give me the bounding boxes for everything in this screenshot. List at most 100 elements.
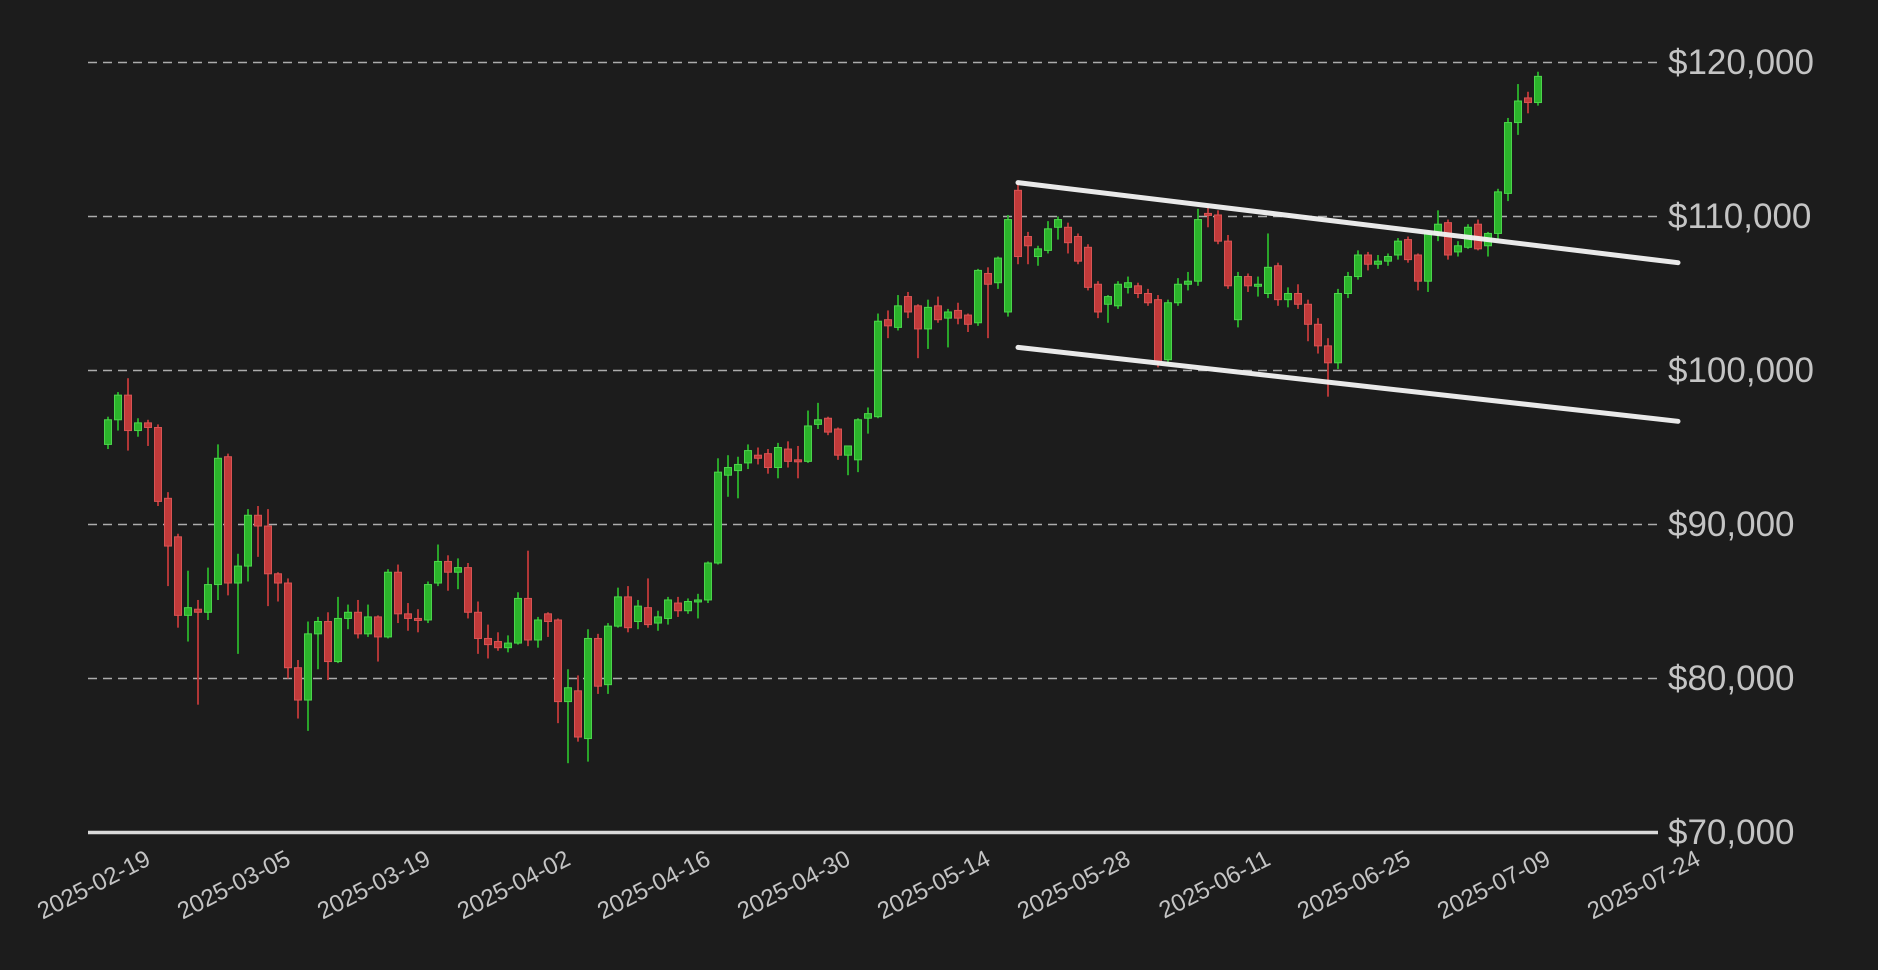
candle-body: [834, 428, 842, 456]
candle-2025-06-16: [1314, 318, 1322, 354]
candle-body: [794, 459, 802, 463]
candle-2025-05-04: [884, 310, 892, 339]
candle-body: [1114, 283, 1122, 307]
candle-body: [154, 426, 162, 502]
candle-body: [1274, 265, 1282, 301]
candle-body: [324, 621, 332, 663]
candle-2025-07-08: [1534, 71, 1542, 106]
candle-body: [354, 611, 362, 635]
candle-2025-04-02: [564, 669, 572, 764]
candle-body: [744, 450, 752, 464]
candle-2025-05-10: [944, 308, 952, 348]
candle-2025-06-17: [1324, 338, 1332, 397]
candle-body: [1514, 100, 1522, 124]
candle-2025-05-23: [1074, 233, 1082, 265]
candle-body: [1164, 302, 1172, 361]
candle-body: [884, 319, 892, 327]
candle-body: [174, 536, 182, 616]
candle-2025-06-30: [1454, 241, 1462, 257]
candle-2025-03-11: [344, 604, 352, 630]
candle-2025-04-28: [824, 416, 832, 436]
candle-body: [374, 616, 382, 638]
candle-2025-03-29: [524, 550, 532, 647]
candle-2025-03-26: [494, 632, 502, 651]
candle-body: [1084, 246, 1092, 288]
candle-2025-02-21: [164, 492, 172, 587]
candle-2025-03-18: [414, 609, 422, 633]
candle-2025-05-31: [1154, 295, 1162, 368]
candle-body: [874, 320, 882, 418]
candle-body: [1304, 303, 1312, 325]
candle-2025-04-10: [644, 578, 652, 628]
candles-layer: [104, 71, 1542, 764]
candle-2025-03-19: [424, 581, 432, 624]
candle-body: [544, 613, 552, 623]
candle-2025-04-13: [674, 596, 682, 617]
candle-2025-03-04: [274, 572, 282, 602]
candle-2025-04-05: [594, 633, 602, 694]
candle-body: [584, 637, 592, 740]
candle-body: [274, 573, 282, 584]
candle-body: [824, 417, 832, 433]
candle-body: [574, 690, 582, 738]
candle-2025-06-20: [1354, 250, 1362, 280]
candle-2025-06-07: [1224, 234, 1232, 289]
candle-2025-04-21: [754, 447, 762, 465]
candle-body: [644, 607, 652, 626]
candle-2025-02-17: [124, 378, 132, 451]
candle-body: [524, 597, 532, 641]
candle-body: [734, 463, 742, 472]
candle-2025-05-24: [1084, 244, 1092, 291]
candle-body: [414, 617, 422, 621]
candle-body: [104, 419, 112, 445]
candle-2025-04-16: [704, 561, 712, 604]
candle-body: [1454, 245, 1462, 253]
candle-body: [1024, 236, 1032, 247]
candle-body: [534, 619, 542, 641]
candle-body: [1264, 266, 1272, 295]
candle-body: [1194, 219, 1202, 282]
candle-body: [1014, 189, 1022, 258]
candle-body: [594, 637, 602, 687]
candle-2025-05-30: [1144, 288, 1152, 306]
candle-2025-02-22: [174, 533, 182, 628]
candle-2025-03-06: [294, 660, 302, 719]
candle-body: [1234, 276, 1242, 321]
candle-2025-05-28: [1124, 276, 1132, 294]
candle-body: [1054, 219, 1062, 228]
candle-2025-05-26: [1104, 295, 1112, 323]
descending-channel-upper-trendline: [1015, 180, 1681, 266]
candle-body: [654, 616, 662, 624]
candle-2025-04-08: [624, 586, 632, 633]
candle-2025-05-05: [894, 295, 902, 331]
candle-body: [384, 571, 392, 638]
candle-body: [304, 633, 312, 701]
candle-2025-03-15: [384, 569, 392, 639]
candle-2025-04-22: [764, 449, 772, 474]
candle-body: [1154, 299, 1162, 362]
candle-body: [484, 637, 492, 646]
candle-2025-02-20: [154, 424, 162, 507]
candle-2025-03-08: [314, 616, 322, 670]
candle-body: [614, 596, 622, 627]
candle-body: [924, 306, 932, 330]
candle-body: [1204, 212, 1212, 216]
candle-2025-07-07: [1524, 91, 1532, 114]
candle-2025-04-26: [804, 410, 812, 463]
candle-body: [114, 394, 122, 421]
candle-body: [1384, 256, 1392, 262]
candle-body: [704, 562, 712, 601]
candle-body: [994, 257, 1002, 284]
candle-2025-05-16: [1004, 214, 1012, 317]
candle-2025-06-18: [1334, 288, 1342, 369]
candle-2025-03-09: [324, 612, 332, 681]
candle-2025-06-26: [1414, 253, 1422, 291]
candle-2025-03-12: [354, 599, 362, 639]
candle-body: [404, 613, 412, 619]
candle-body: [1044, 228, 1052, 251]
candle-2025-05-21: [1054, 216, 1062, 240]
candle-body: [1104, 296, 1112, 305]
candle-body: [774, 447, 782, 469]
